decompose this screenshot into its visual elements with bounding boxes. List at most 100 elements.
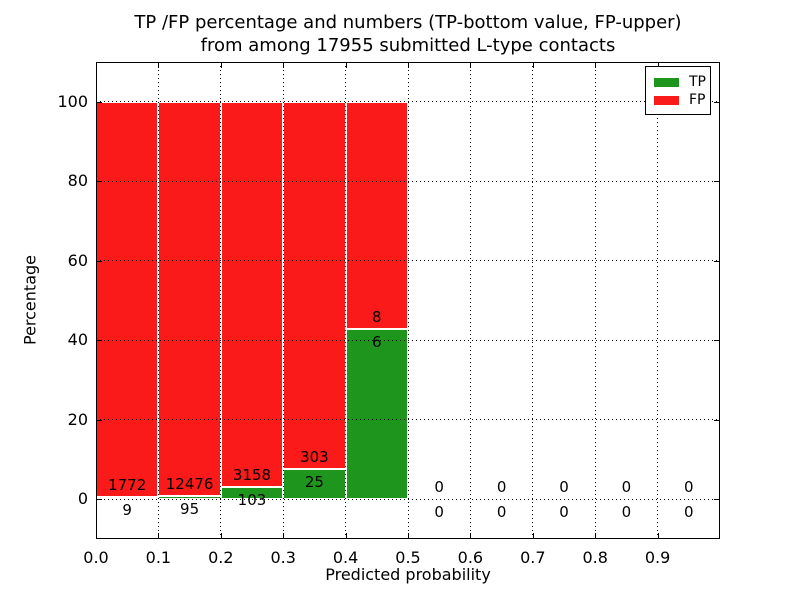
fp-count-label: 0 [496,478,507,497]
fp-count-label: 0 [621,478,632,497]
tp-legend-label: TP [689,74,706,90]
x-axis-label: Predicted probability [325,565,491,584]
x-tick-label: 0.8 [582,548,608,567]
y-tick-mark-right [714,101,720,103]
gridline-vertical [657,62,659,539]
gridline-horizontal [96,101,720,103]
fp-count-label: 12476 [165,475,214,494]
gridline-horizontal [96,419,720,421]
fp-legend-label: FP [689,92,706,108]
gridline-vertical [345,62,347,539]
y-tick-label: 0 [77,489,88,509]
x-tick-label: 0.5 [395,548,421,567]
x-tick-mark [220,533,222,539]
legend: TP FP [645,66,711,115]
fp-count-label: 0 [684,478,694,497]
tp-bar-segment [345,328,408,500]
gridline-horizontal [96,339,720,341]
x-tick-label: 0.0 [83,548,109,567]
tp-count-label: 9 [122,501,132,520]
tp-count-label: 0 [684,503,694,522]
y-tick-mark [96,340,102,342]
tp-count-label: 6 [372,332,382,351]
fp-count-label: 0 [434,478,444,497]
y-tick-mark [96,101,102,103]
fp-count-label: 3158 [232,465,272,484]
gridline-vertical [594,62,596,539]
gridline-vertical [220,62,222,539]
y-tick-mark-right [714,181,720,183]
tp-count-label: 0 [559,503,569,522]
tp-count-label: 25 [304,472,324,491]
x-tick-mark-top [220,62,222,68]
gridline-vertical [407,62,409,539]
y-tick-label: 60 [67,250,88,270]
fp-bar-segment [345,101,408,329]
tp-count-label: 0 [496,503,507,522]
chart-title-line1: TP /FP percentage and numbers (TP-bottom… [134,12,682,33]
y-tick-mark [96,499,102,501]
tp-count-label: 0 [621,503,632,522]
x-tick-mark-top [345,62,347,68]
x-tick-mark-top [470,62,472,68]
gridline-horizontal [96,498,720,500]
y-tick-mark-right [714,419,720,421]
x-tick-mark [470,533,472,539]
legend-entry-tp: TP [654,73,710,91]
tp-count-label: 103 [237,490,267,509]
y-tick-label: 100 [57,91,88,111]
fp-count-label: 1772 [108,476,147,495]
fp-bar-segment [96,101,159,498]
x-tick-mark-top [283,62,285,68]
chart-title: TP /FP percentage and numbers (TP-bottom… [96,11,720,57]
gridline-vertical [157,62,159,539]
x-tick-mark-top [408,62,409,68]
y-tick-label: 20 [67,409,88,429]
tp-color-swatch [654,77,679,87]
x-tick-mark [532,533,534,539]
gridline-vertical [532,62,534,539]
x-tick-mark-top [96,62,97,68]
gridline-horizontal [96,260,720,262]
x-tick-mark [345,533,347,539]
tp-bar-segment [158,496,221,500]
x-tick-label: 0.1 [145,548,172,567]
fp-bar-segment [158,101,221,497]
fp-count-label: 0 [559,478,569,497]
x-tick-mark [408,533,409,539]
x-tick-mark [96,533,97,539]
y-axis-label: Percentage [20,254,40,346]
fp-count-label: 303 [300,447,329,466]
y-tick-mark [96,260,102,262]
x-tick-mark-top [595,62,597,68]
x-tick-mark [657,533,659,539]
x-tick-label: 0.3 [270,548,296,567]
fp-bar-segment [283,101,346,469]
x-tick-label: 0.2 [208,548,234,567]
y-tick-mark-right [714,260,720,262]
x-tick-mark [158,533,160,539]
x-tick-mark [283,533,285,539]
fp-color-swatch [654,95,679,105]
plot-area: TP FP 1772 9 12476 95 3158 103 303 25 8 6 0 0 0 0 0 0 0 0… [96,62,720,539]
y-tick-mark [96,419,102,421]
y-tick-mark [96,181,102,183]
gridline-horizontal [96,180,720,182]
x-tick-mark [595,533,597,539]
x-tick-mark-top [158,62,160,68]
fp-bar-segment [220,101,284,487]
legend-entry-fp: FP [654,91,710,109]
x-tick-mark-top [657,62,659,68]
x-tick-label: 0.4 [332,548,359,567]
y-tick-mark-right [714,340,720,342]
fp-count-label: 8 [372,307,382,326]
gridline-vertical [282,62,284,539]
chart-title-line2: from among 17955 submitted L-type contac… [200,35,616,56]
x-tick-label: 0.9 [644,548,671,567]
tp-count-label: 0 [434,503,444,522]
tp-count-label: 95 [180,500,200,519]
y-tick-label: 80 [67,171,88,191]
tp-bar-segment [283,468,346,500]
x-tick-label: 0.7 [520,548,546,567]
